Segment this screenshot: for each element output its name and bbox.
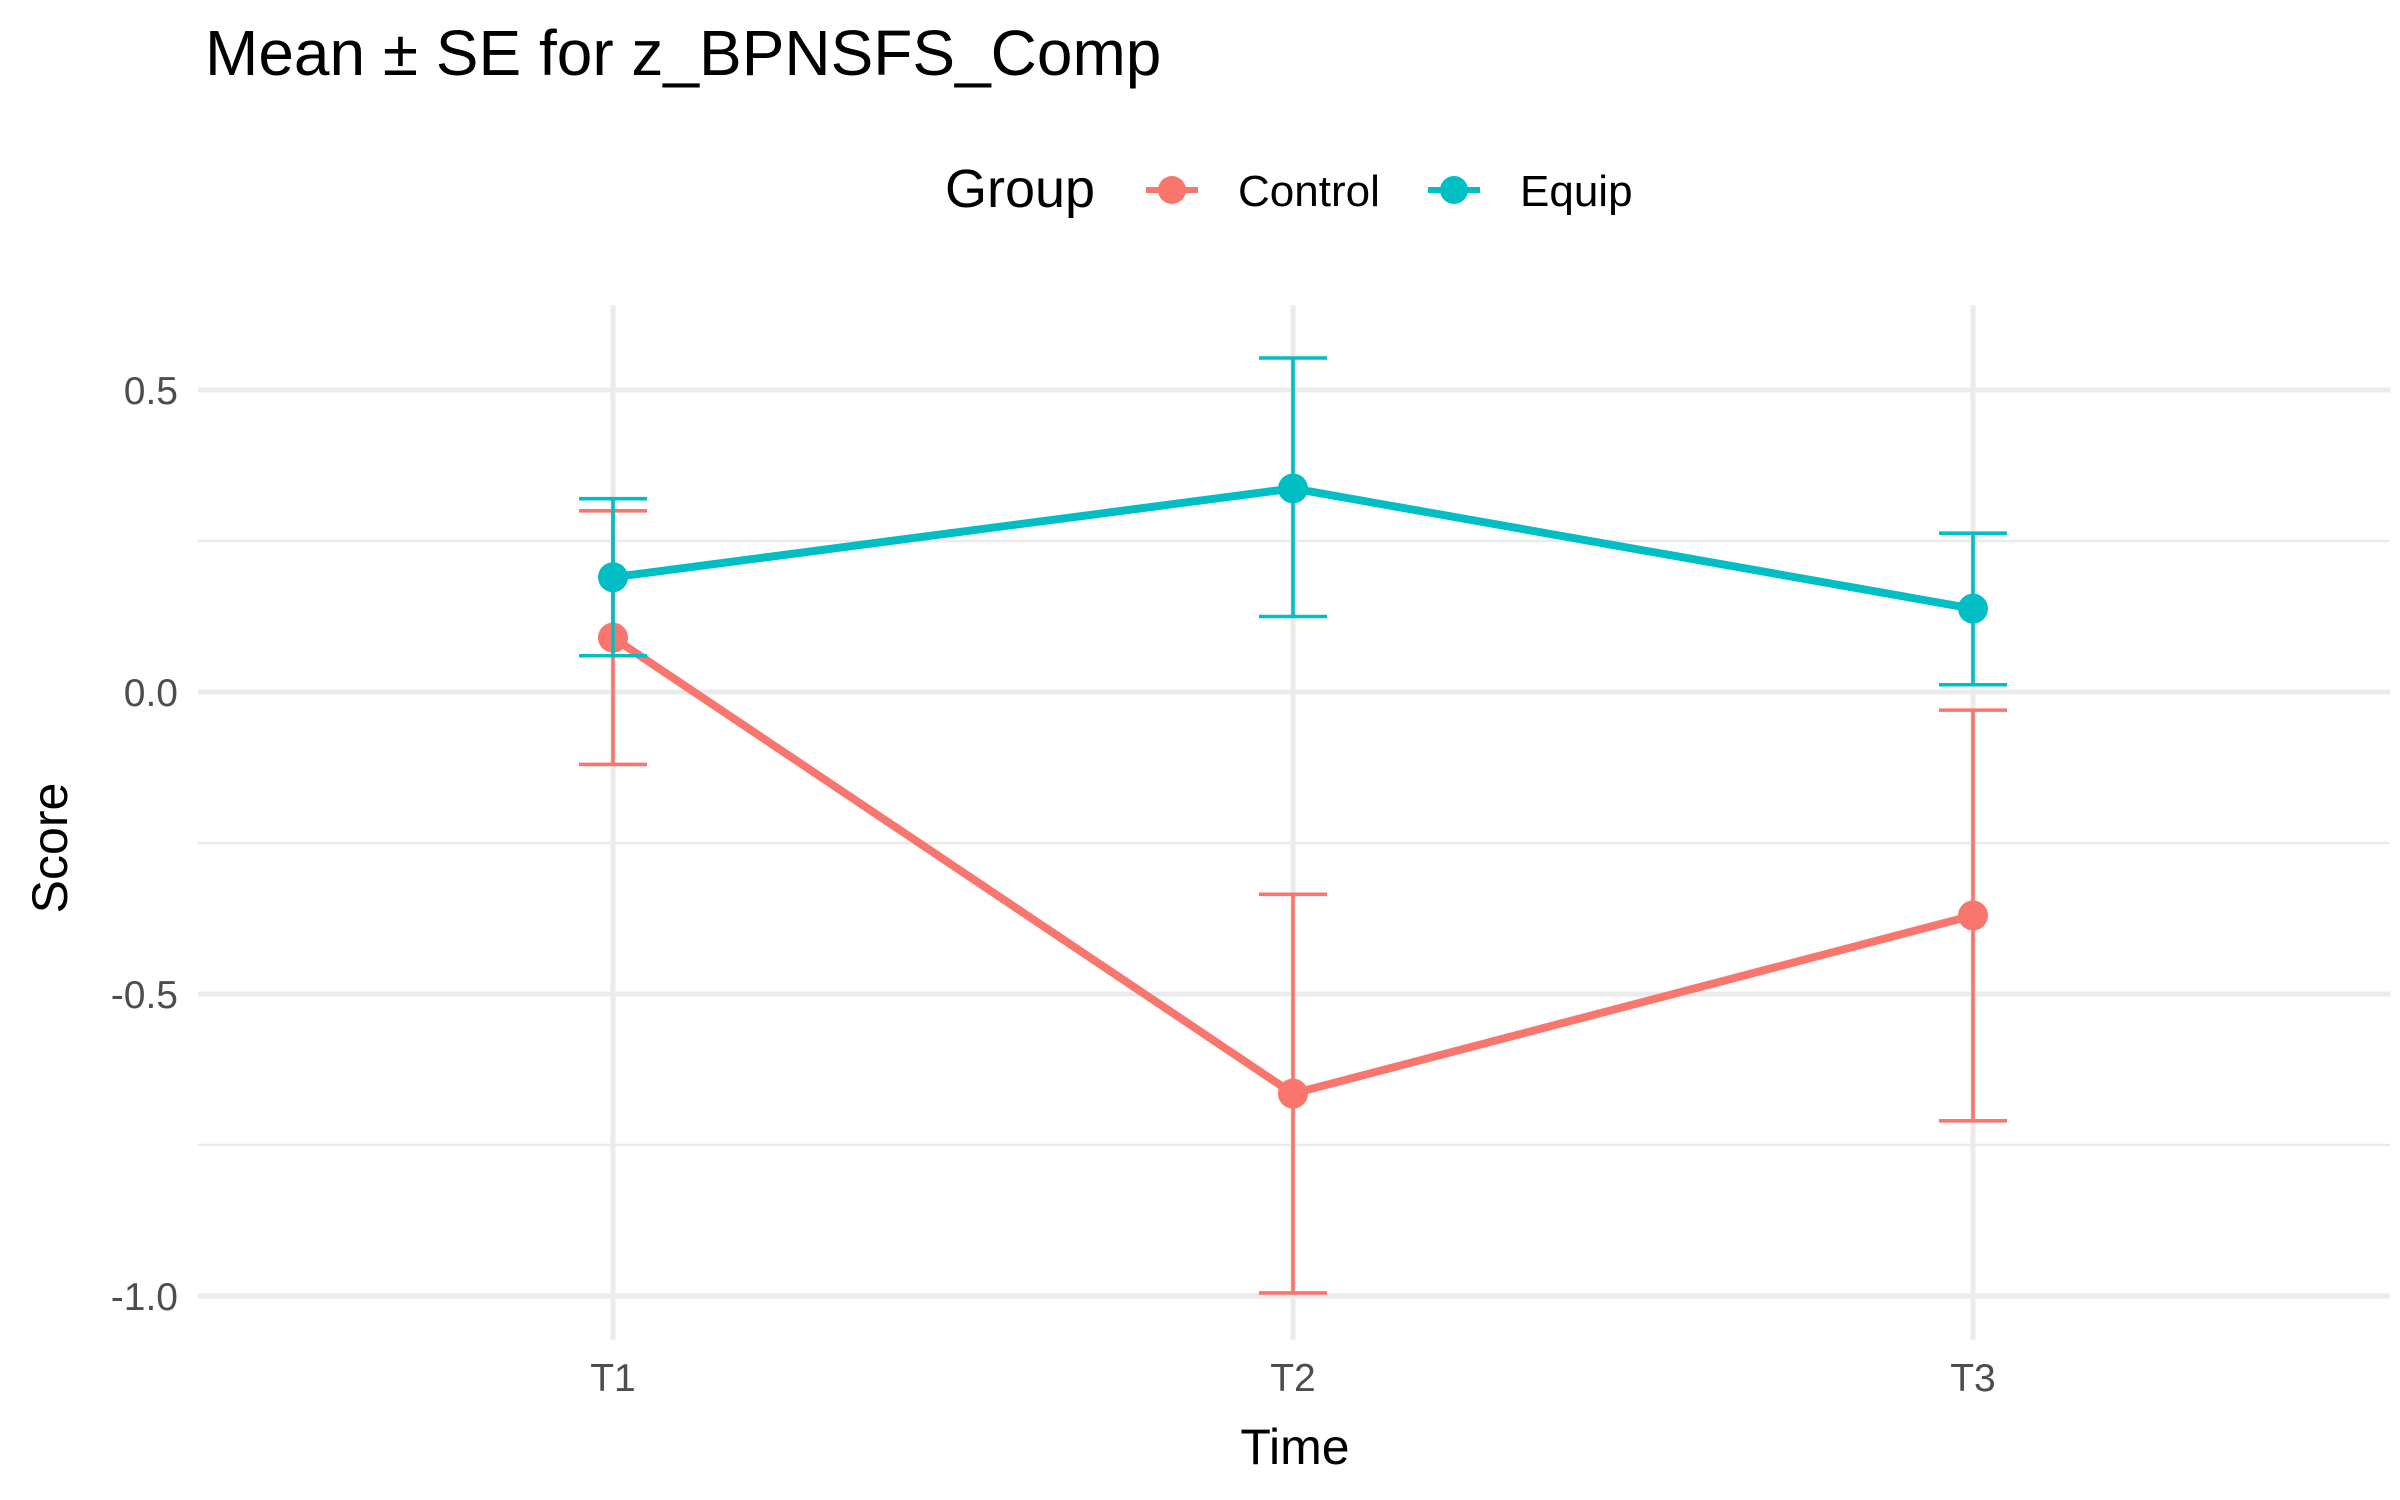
y-tick-label: 0.0 bbox=[124, 672, 178, 715]
data-point-control-t2 bbox=[1278, 1078, 1308, 1109]
x-axis-ticks: T1 T2 T3 bbox=[590, 1357, 1996, 1400]
legend-item-control: Control bbox=[1146, 167, 1380, 216]
data-point-equip-t3 bbox=[1958, 593, 1988, 624]
x-axis-title: Time bbox=[1240, 1419, 1349, 1475]
data-point-equip-t2 bbox=[1278, 473, 1308, 504]
legend: Group Control Equip bbox=[945, 159, 1633, 219]
y-tick-label: -1.0 bbox=[111, 1276, 178, 1319]
legend-title: Group bbox=[945, 159, 1095, 219]
chart-title: Mean ± SE for z_BPNSFS_Comp bbox=[205, 17, 1161, 89]
y-axis-ticks: 0.5 0.0 -0.5 -1.0 bbox=[111, 370, 178, 1319]
x-tick-label: T3 bbox=[1950, 1357, 1996, 1400]
legend-key-equip-point bbox=[1440, 176, 1468, 204]
series-equip bbox=[579, 356, 2007, 687]
legend-key-control-point bbox=[1158, 176, 1186, 204]
series-layer bbox=[579, 356, 2007, 1295]
data-point-equip-t1 bbox=[598, 562, 628, 593]
data-point-control-t3 bbox=[1958, 900, 1988, 931]
x-tick-label: T1 bbox=[590, 1357, 636, 1400]
legend-label-control: Control bbox=[1238, 167, 1380, 216]
y-axis-title: Score bbox=[22, 783, 78, 914]
y-tick-label: -0.5 bbox=[111, 974, 178, 1017]
legend-label-equip: Equip bbox=[1520, 167, 1633, 216]
x-tick-label: T2 bbox=[1270, 1357, 1316, 1400]
legend-item-equip: Equip bbox=[1428, 167, 1633, 216]
y-tick-label: 0.5 bbox=[124, 370, 178, 413]
